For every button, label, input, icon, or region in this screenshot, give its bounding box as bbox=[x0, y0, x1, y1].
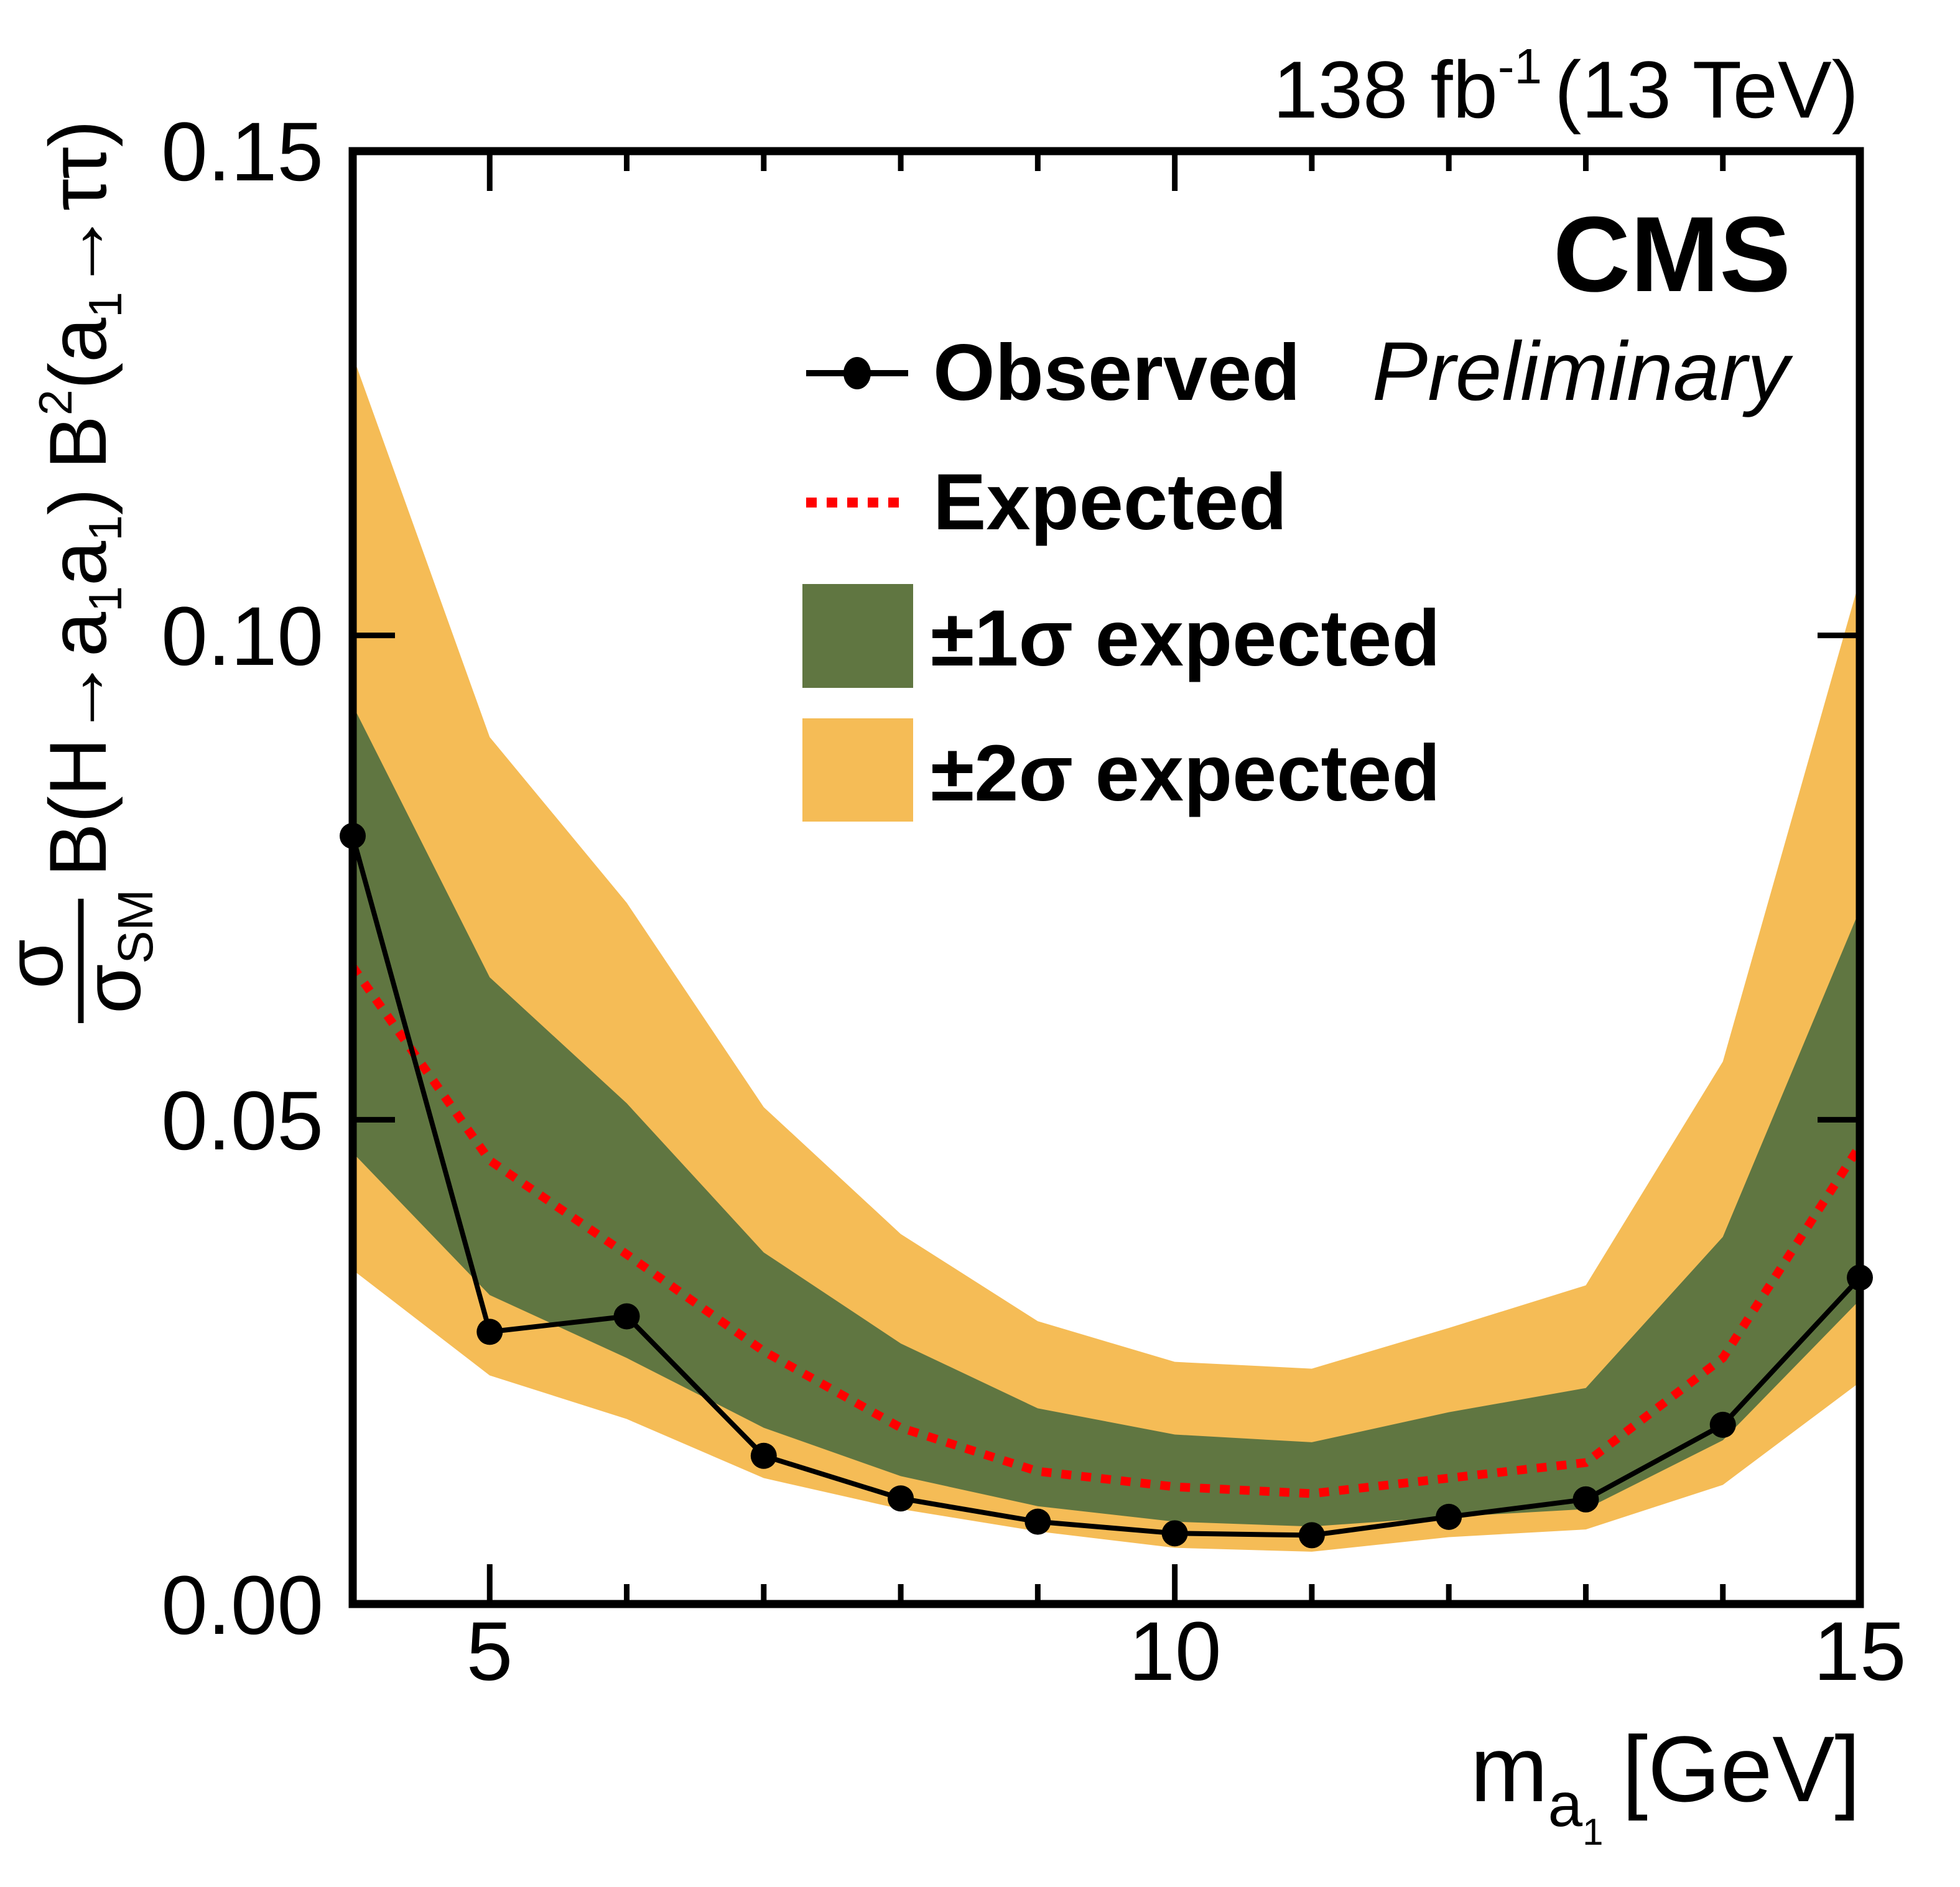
y-axis-title: σ σSM B(H→a1a1)B2(a1→ττ) bbox=[0, 120, 163, 1023]
y-title-b1: B(H→a bbox=[32, 611, 123, 877]
legend-item-observed: Observed bbox=[806, 328, 1301, 417]
y-title-b1-close: ) bbox=[32, 488, 123, 515]
y-title-b2-rest: →ττ) bbox=[32, 120, 123, 292]
luminosity-label: 138 fb-1 (13 TeV) bbox=[1273, 39, 1859, 135]
x-title-sub-a: a bbox=[1548, 1770, 1583, 1840]
legend: Observed Expected ±1σ expected ±2σ expec… bbox=[802, 328, 1441, 822]
one-sigma-band bbox=[353, 705, 1860, 1527]
legend-expected-label: Expected bbox=[933, 458, 1287, 547]
y-title-b1-sub2: 1 bbox=[79, 515, 131, 541]
y-title-sigma-num: σ bbox=[0, 939, 80, 989]
lumi-exponent: -1 bbox=[1498, 39, 1542, 94]
legend-two-sigma-swatch-icon bbox=[802, 718, 913, 822]
y-title-branching: B(H→a1a1)B2(a1→ττ) bbox=[29, 120, 131, 877]
bands-layer bbox=[353, 355, 1860, 1552]
x-axis-title: ma1 [GeV] bbox=[1470, 1717, 1860, 1853]
xtick-label-5: 5 bbox=[467, 1605, 513, 1698]
axis-tick-labels: 0.00 0.05 0.10 0.15 5 10 15 bbox=[161, 106, 1906, 1698]
observed-point-12 bbox=[1436, 1503, 1462, 1530]
legend-item-one-sigma: ±1σ expected bbox=[802, 584, 1441, 688]
y-title-b1-sub1: 1 bbox=[79, 586, 131, 612]
observed-line bbox=[350, 835, 1862, 1538]
energy-label: (13 TeV) bbox=[1554, 44, 1859, 135]
observed-point-13 bbox=[1572, 1486, 1599, 1513]
legend-observed-marker-icon bbox=[843, 357, 871, 389]
y-title-den-sub: SM bbox=[108, 889, 163, 964]
ytick-label-2: 0.10 bbox=[161, 590, 323, 683]
x-title-sub-1: 1 bbox=[1582, 1811, 1603, 1853]
y-title-b1-mid: a bbox=[32, 540, 123, 586]
observed-point-9 bbox=[1024, 1508, 1051, 1535]
cms-label: CMS bbox=[1553, 195, 1791, 314]
y-title-den-sigma: σ bbox=[67, 964, 157, 1014]
y-title-b2-sup: 2 bbox=[29, 389, 81, 415]
lumi-value: 138 fb bbox=[1273, 44, 1497, 135]
xtick-label-10: 10 bbox=[1128, 1605, 1221, 1698]
legend-observed-label: Observed bbox=[933, 328, 1301, 417]
xtick-label-15: 15 bbox=[1813, 1605, 1906, 1698]
legend-one-sigma-label: ±1σ expected bbox=[931, 594, 1441, 683]
observed-markers bbox=[340, 823, 1873, 1549]
ytick-label-3: 0.15 bbox=[161, 106, 323, 198]
ytick-label-1: 0.05 bbox=[161, 1075, 323, 1167]
plot-frame bbox=[348, 147, 1864, 1608]
y-title-b2-open: (a bbox=[32, 317, 123, 389]
legend-item-expected: Expected bbox=[806, 458, 1287, 547]
legend-two-sigma-label: ±2σ expected bbox=[931, 729, 1441, 818]
observed-point-11 bbox=[1298, 1522, 1325, 1549]
observed-point-7 bbox=[750, 1442, 777, 1469]
ytick-label-0: 0.00 bbox=[161, 1559, 323, 1652]
observed-point-6 bbox=[613, 1303, 640, 1330]
y-title-sigma-den: σSM bbox=[67, 889, 163, 1014]
axis-ticks bbox=[353, 151, 1860, 1604]
observed-point-10 bbox=[1161, 1520, 1188, 1547]
observed-point-14 bbox=[1709, 1411, 1736, 1438]
legend-one-sigma-swatch-icon bbox=[802, 584, 913, 688]
x-title-m: m bbox=[1470, 1717, 1548, 1821]
preliminary-label: Preliminary bbox=[1372, 325, 1793, 418]
y-title-b2: B bbox=[32, 415, 123, 470]
observed-point-5 bbox=[476, 1319, 503, 1345]
x-title-unit: [GeV] bbox=[1622, 1717, 1861, 1821]
legend-item-two-sigma: ±2σ expected bbox=[802, 718, 1441, 822]
expected-line bbox=[349, 964, 1864, 1498]
y-title-b2-sub: 1 bbox=[79, 292, 131, 318]
observed-point-8 bbox=[888, 1485, 914, 1512]
